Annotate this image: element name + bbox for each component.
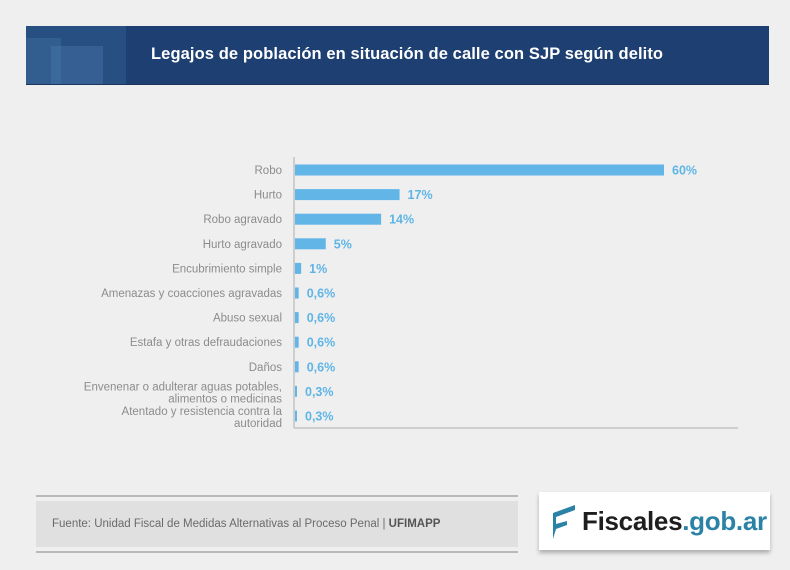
category-label-3: Hurto agravado bbox=[203, 239, 282, 251]
logo-domain: .gob.ar bbox=[682, 506, 767, 536]
category-label-6: Abuso sexual bbox=[213, 313, 282, 325]
bar-4 bbox=[295, 262, 302, 274]
bar-10 bbox=[295, 410, 297, 422]
category-label-line: autoridad bbox=[234, 418, 282, 430]
bar-5 bbox=[295, 287, 299, 299]
category-label-line: alimentos o medicinas bbox=[168, 393, 282, 405]
value-label-9: 0,3% bbox=[305, 385, 334, 399]
value-label-10: 0,3% bbox=[305, 410, 334, 424]
source-text: Fuente: Unidad Fiscal de Medidas Alterna… bbox=[52, 518, 389, 530]
category-label-line: Atentado y resistencia contra la bbox=[122, 406, 283, 418]
value-label-3: 5% bbox=[334, 237, 352, 251]
category-label-10: Atentado y resistencia contra la autorida… bbox=[122, 406, 283, 430]
logo-name: Fiscales bbox=[582, 506, 683, 536]
value-label-8: 0,6% bbox=[307, 360, 336, 374]
category-label-4: Encubrimiento simple bbox=[172, 263, 282, 275]
bar-3 bbox=[295, 238, 326, 250]
bar-2 bbox=[295, 213, 382, 225]
category-label-8: Daños bbox=[249, 362, 282, 374]
bar-9 bbox=[295, 385, 297, 397]
bar-7 bbox=[295, 336, 299, 348]
category-label-7: Estafa y otras defraudaciones bbox=[130, 337, 282, 349]
header-decoration bbox=[26, 38, 61, 84]
source-note: Fuente: Unidad Fiscal de Medidas Alterna… bbox=[36, 495, 518, 553]
value-label-1: 17% bbox=[408, 188, 433, 202]
category-label-line: Envenenar o adulterar aguas potables, bbox=[84, 381, 282, 393]
category-label-5: Amenazas y coacciones agravadas bbox=[101, 288, 282, 300]
bar-6 bbox=[295, 312, 299, 324]
bar-0 bbox=[295, 164, 664, 176]
source-org: UFIMAPP bbox=[388, 518, 441, 530]
category-label-0: Robo bbox=[255, 165, 283, 177]
value-label-4: 1% bbox=[309, 262, 327, 276]
value-label-2: 14% bbox=[389, 213, 414, 227]
chart-title: Legajos de población en situación de cal… bbox=[151, 45, 664, 63]
value-label-7: 0,6% bbox=[307, 336, 336, 350]
category-label-9: Envenenar o adulterar aguas potables, ali… bbox=[84, 381, 282, 405]
chart-header: Legajos de población en situación de cal… bbox=[26, 26, 769, 85]
value-label-0: 60% bbox=[672, 164, 697, 178]
fiscales-logo: Fiscales.gob.ar bbox=[539, 492, 770, 550]
category-label-2: Robo agravado bbox=[203, 214, 282, 226]
header-decoration bbox=[51, 46, 103, 84]
fiscales-logo-icon bbox=[553, 505, 575, 539]
value-label-6: 0,6% bbox=[307, 311, 336, 325]
header-decoration bbox=[26, 26, 126, 84]
bar-1 bbox=[295, 189, 400, 201]
category-label-1: Hurto bbox=[254, 190, 282, 202]
bar-8 bbox=[295, 361, 299, 373]
value-label-5: 0,6% bbox=[307, 287, 336, 301]
